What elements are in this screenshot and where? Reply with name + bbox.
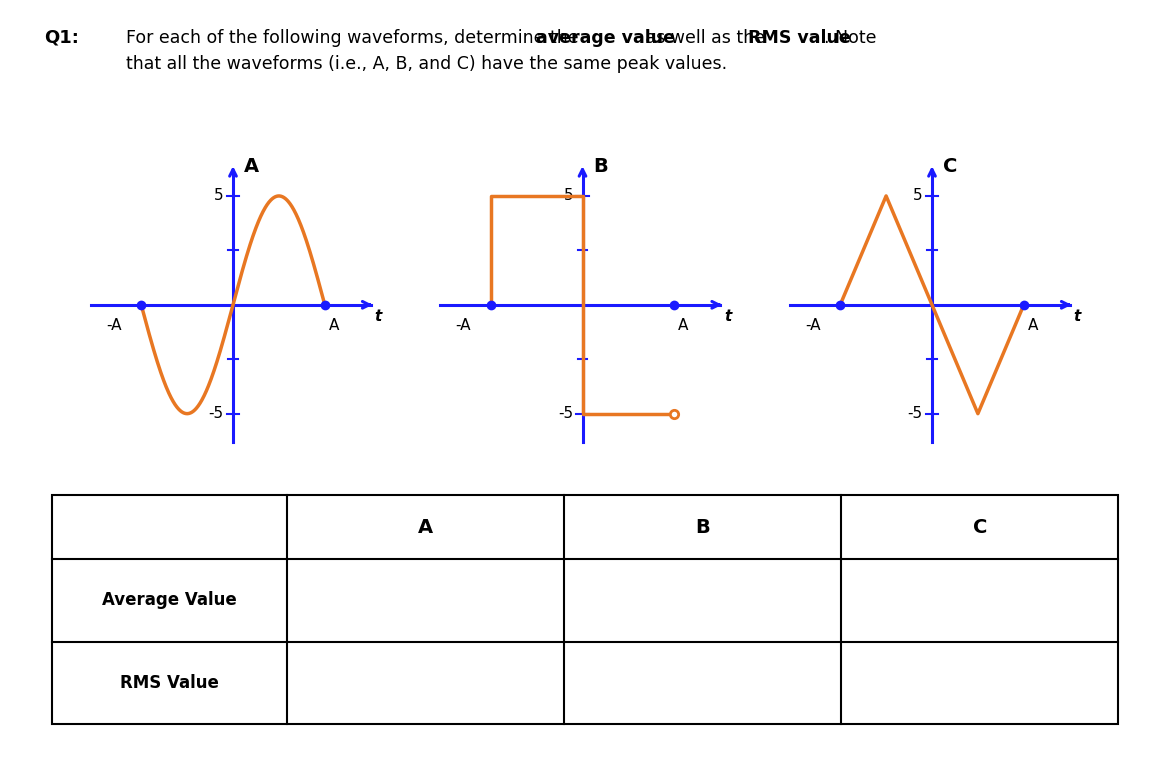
Text: RMS Value: RMS Value	[120, 674, 219, 692]
Text: . Note: . Note	[824, 29, 876, 47]
Text: that all the waveforms (i.e., A, B, and C) have the same peak values.: that all the waveforms (i.e., A, B, and …	[126, 55, 727, 73]
Text: -A: -A	[106, 318, 121, 333]
Text: A: A	[678, 318, 689, 333]
Text: RMS value: RMS value	[748, 29, 850, 47]
Text: C: C	[973, 518, 987, 536]
Text: -5: -5	[209, 406, 224, 421]
Text: Average Value: Average Value	[103, 591, 236, 610]
Text: t: t	[723, 309, 732, 325]
Text: t: t	[1073, 309, 1081, 325]
Text: as well as the: as well as the	[640, 29, 770, 47]
Text: A: A	[1028, 318, 1038, 333]
Text: Q1:: Q1:	[44, 29, 79, 47]
Text: C: C	[942, 157, 958, 176]
Text: 5: 5	[214, 188, 224, 203]
Text: 5: 5	[913, 188, 923, 203]
Text: -A: -A	[456, 318, 471, 333]
Text: B: B	[593, 157, 608, 176]
Text: 5: 5	[564, 188, 573, 203]
Text: t: t	[374, 309, 382, 325]
Text: -5: -5	[558, 406, 573, 421]
Text: For each of the following waveforms, determine the: For each of the following waveforms, det…	[126, 29, 584, 47]
Text: -A: -A	[805, 318, 820, 333]
Text: A: A	[329, 318, 339, 333]
Text: B: B	[696, 518, 709, 536]
Text: A: A	[418, 518, 433, 536]
Text: -5: -5	[908, 406, 923, 421]
Text: average value: average value	[536, 29, 675, 47]
Text: A: A	[243, 157, 259, 176]
